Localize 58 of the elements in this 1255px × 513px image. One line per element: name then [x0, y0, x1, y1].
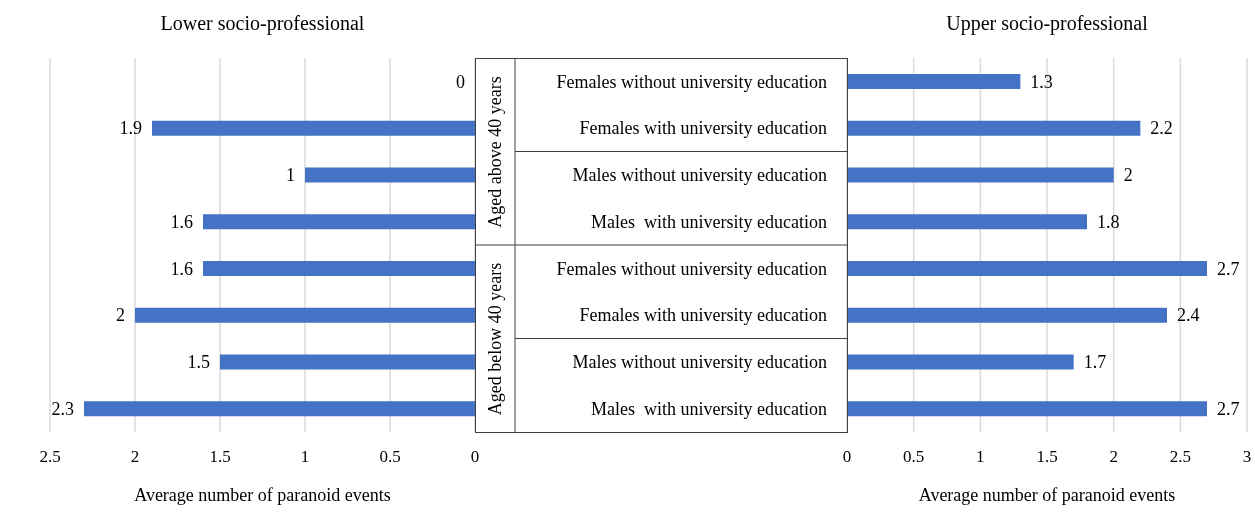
data-label: 1.6 — [170, 211, 193, 232]
bar — [152, 120, 475, 136]
text: Aged above 40 years — [484, 75, 506, 228]
bar — [203, 261, 475, 276]
bar — [135, 307, 475, 323]
y-tick-label: Females without university education — [556, 71, 827, 92]
y-tick-label: Females without university education — [556, 258, 827, 279]
data-label: 2.7 — [1217, 258, 1240, 279]
bar — [847, 261, 1207, 276]
data-label: 1.6 — [170, 258, 193, 279]
data-label: 1 — [286, 165, 295, 186]
x-tick-label: 2 — [1109, 447, 1118, 467]
bar — [305, 167, 475, 183]
x-tick-label: 1.5 — [209, 447, 231, 467]
bar — [847, 167, 1114, 183]
y-tick-label: Males with university education — [591, 398, 827, 419]
chart-title: Upper socio-professional — [945, 12, 1149, 35]
bar — [847, 307, 1167, 323]
data-label: 2 — [116, 305, 125, 326]
data-label: 2.7 — [1217, 398, 1240, 419]
bar — [847, 401, 1207, 417]
bar — [847, 74, 1021, 89]
data-label: 2 — [1123, 165, 1133, 186]
data-label: 1.7 — [1083, 352, 1107, 373]
x-tick-label: 2.5 — [39, 447, 61, 467]
bar — [203, 214, 475, 230]
data-label: 0 — [456, 71, 465, 92]
x-tick-label: 1 — [976, 447, 985, 467]
data-label: 1.3 — [1030, 71, 1053, 92]
x-axis-title: Average number of paranoid events — [133, 485, 392, 506]
data-label: 2.4 — [1177, 305, 1200, 326]
x-tick-label: 1.5 — [1036, 447, 1058, 467]
data-label: 2.3 — [51, 398, 74, 419]
chart-title: Lower socio-professional — [159, 12, 366, 35]
bar — [847, 354, 1074, 370]
y-tick-label: Males with university education — [591, 211, 827, 232]
bar — [220, 354, 475, 370]
data-label: 1.9 — [119, 118, 142, 139]
text: Aged below 40 years — [484, 262, 506, 415]
x-tick-label: 1 — [300, 447, 310, 467]
bar — [847, 120, 1141, 136]
y-tick-label: Males without university education — [572, 165, 827, 186]
x-tick-label: 0.5 — [379, 447, 401, 467]
bar — [847, 214, 1087, 230]
y-tick-label: Males without university education — [572, 352, 827, 373]
y-tick-label: Females with university education — [579, 305, 827, 326]
data-label: 2.2 — [1150, 118, 1173, 139]
x-tick-label: 0 — [470, 447, 480, 467]
x-tick-label: 0.5 — [903, 447, 925, 467]
data-label: 1.5 — [187, 352, 210, 373]
bar — [84, 401, 475, 417]
y-tick-label: Females with university education — [579, 118, 827, 139]
x-axis-title: Average number of paranoid events — [917, 485, 1177, 506]
x-tick-label: 3 — [1242, 447, 1252, 467]
x-tick-label: 2.5 — [1169, 447, 1191, 467]
data-label: 1.8 — [1097, 211, 1120, 232]
x-tick-label: 0 — [842, 447, 852, 467]
x-tick-label: 2 — [130, 447, 140, 467]
